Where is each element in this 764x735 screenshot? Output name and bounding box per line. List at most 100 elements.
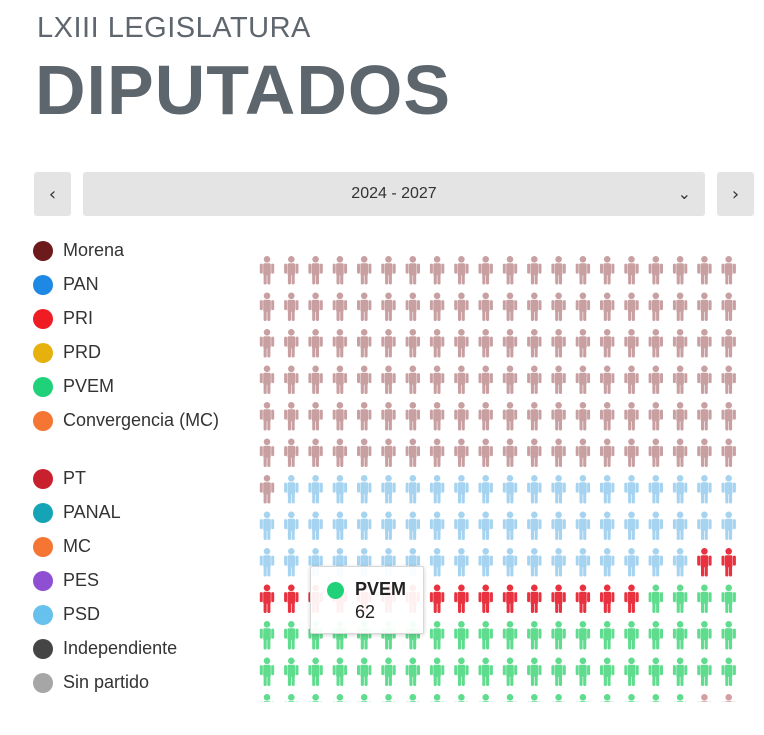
seat-icon xyxy=(648,256,663,285)
legend-color-dot xyxy=(33,605,53,625)
seat-icon xyxy=(551,621,566,650)
seat-icon xyxy=(551,329,566,358)
seat-icon xyxy=(284,584,299,613)
seat-icon xyxy=(478,621,493,650)
seat-icon xyxy=(454,292,469,321)
legend-item[interactable]: PANAL xyxy=(33,500,243,524)
seat-icon xyxy=(454,694,469,702)
seat-icon xyxy=(405,256,420,285)
seat-icon xyxy=(551,256,566,285)
seat-icon xyxy=(454,256,469,285)
seat-icon xyxy=(308,511,323,540)
seat-icon xyxy=(672,548,688,577)
seat-icon xyxy=(502,256,518,285)
legend-item[interactable]: Morena xyxy=(33,238,243,262)
next-period-button[interactable]: › xyxy=(717,172,754,216)
legend-item[interactable]: PRD xyxy=(33,340,243,364)
seat-icon xyxy=(575,584,591,613)
seat-icon xyxy=(308,256,323,285)
seat-icon xyxy=(478,292,493,321)
legend-color-dot xyxy=(33,411,53,431)
period-select[interactable]: 2024 - 2027 ⌄ xyxy=(83,172,705,216)
seat-icon xyxy=(721,438,736,467)
seat-icon xyxy=(600,475,615,504)
seat-icon xyxy=(308,694,323,702)
legend-item[interactable]: PT xyxy=(33,466,243,490)
seat-icon xyxy=(284,329,299,358)
seat-icon xyxy=(600,548,615,577)
seat-icon xyxy=(721,402,736,431)
seat-icon xyxy=(429,511,445,540)
seat-icon xyxy=(259,365,275,394)
chart-tooltip: PVEM 62 xyxy=(310,566,424,634)
seat-icon xyxy=(454,511,469,540)
seat-icon xyxy=(405,438,420,467)
legend-item[interactable]: MC xyxy=(33,534,243,558)
tooltip-party-name: PVEM xyxy=(355,579,407,599)
legend-item[interactable]: Sin partido xyxy=(33,670,243,694)
seat-icon xyxy=(454,329,469,358)
seat-icon xyxy=(721,621,736,650)
seat-icon xyxy=(260,694,274,702)
seat-icon xyxy=(600,292,615,321)
seat-icon xyxy=(697,438,712,467)
seat-icon xyxy=(624,511,639,540)
legend-item[interactable]: Convergencia (MC) xyxy=(33,408,243,432)
seat-icon xyxy=(454,657,469,686)
seat-icon xyxy=(575,657,591,686)
seat-icon xyxy=(429,584,445,613)
seat-icon xyxy=(332,365,348,394)
seat-icon xyxy=(624,548,639,577)
seat-icon xyxy=(697,365,712,394)
seat-icon xyxy=(600,584,615,613)
legend-label: Independiente xyxy=(63,638,178,658)
seat-icon xyxy=(357,365,372,394)
seat-icon xyxy=(551,292,566,321)
seat-icon xyxy=(575,329,591,358)
seat-icon xyxy=(357,292,372,321)
seat-icon xyxy=(527,657,542,686)
seat-icon xyxy=(624,365,639,394)
seat-icon xyxy=(478,548,493,577)
seat-icon xyxy=(624,438,639,467)
legend-color-dot xyxy=(33,537,53,557)
previous-period-button[interactable]: ‹ xyxy=(34,172,71,216)
seat-icon xyxy=(721,548,736,577)
seat-icon xyxy=(478,438,493,467)
seat-icon xyxy=(624,475,639,504)
seat-icon xyxy=(527,256,542,285)
seat-icon xyxy=(527,365,542,394)
seat-icon xyxy=(551,584,566,613)
seat-icon xyxy=(721,584,736,613)
legend-color-dot xyxy=(33,673,53,693)
legend-item[interactable]: PRI xyxy=(33,306,243,330)
seat-icon xyxy=(308,657,323,686)
seat-icon xyxy=(672,621,688,650)
seat-icon xyxy=(259,511,275,540)
seat-icon xyxy=(284,292,299,321)
seat-icon xyxy=(381,329,396,358)
legend-item[interactable]: PES xyxy=(33,568,243,592)
seat-icon xyxy=(527,402,542,431)
legend-item[interactable]: Independiente xyxy=(33,636,243,660)
seat-icon xyxy=(648,584,663,613)
legend-item[interactable]: PSD xyxy=(33,602,243,626)
seat-icon xyxy=(284,621,299,650)
seat-icon xyxy=(357,694,371,702)
seat-icon xyxy=(697,329,712,358)
legend-item[interactable]: PAN xyxy=(33,272,243,296)
seat-icon xyxy=(381,438,396,467)
seat-icon xyxy=(672,365,688,394)
seat-icon xyxy=(697,694,712,702)
seat-icon xyxy=(332,438,348,467)
legend-item[interactable]: PVEM xyxy=(33,374,243,398)
seat-icon xyxy=(259,329,275,358)
seat-icon xyxy=(600,329,615,358)
seat-icon xyxy=(624,329,639,358)
seat-icon xyxy=(357,402,372,431)
seat-icon xyxy=(502,329,518,358)
seat-icon xyxy=(575,621,591,650)
seat-icon xyxy=(648,438,663,467)
seat-icon xyxy=(308,438,323,467)
seat-icon xyxy=(527,511,542,540)
